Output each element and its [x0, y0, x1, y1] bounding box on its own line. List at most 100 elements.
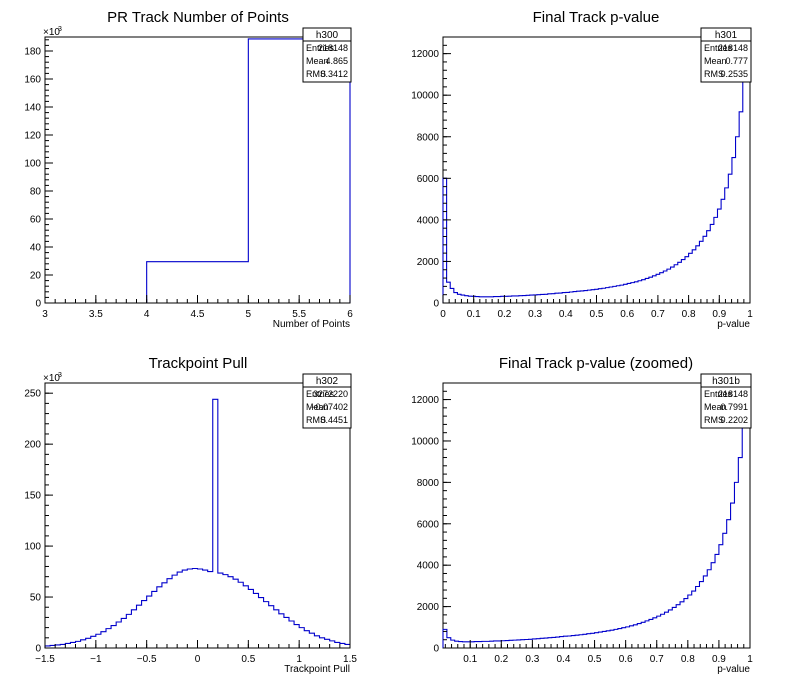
x-tick-label: 0.6 — [620, 309, 634, 320]
x-tick-label: 4.5 — [191, 309, 205, 320]
stats-box — [700, 373, 752, 429]
stats-value: 218148 — [718, 43, 748, 53]
x-tick-label: −1.5 — [35, 654, 55, 665]
histogram-series-h302 — [44, 398, 350, 648]
x-axis-label: p-value — [717, 319, 750, 330]
y-tick-label: 60 — [30, 215, 42, 226]
y-tick-label: 2000 — [417, 602, 440, 613]
y-exponent-label: ×10 — [43, 27, 60, 38]
x-tick-label: 5 — [246, 309, 252, 320]
x-tick-label: 0.4 — [559, 309, 573, 320]
y-tick-label: 250 — [24, 389, 41, 400]
x-tick-label: 0 — [195, 654, 201, 665]
x-tick-label: 0.3 — [525, 654, 539, 665]
y-tick-label: 180 — [24, 47, 41, 58]
y-tick-label: 12000 — [411, 395, 439, 406]
stats-value: 0.3412 — [320, 69, 348, 79]
x-tick-label: 0.9 — [712, 309, 726, 320]
stats-label: RMS — [306, 415, 326, 425]
chart-title: Trackpoint Pull — [149, 355, 248, 372]
y-tick-label: 80 — [30, 187, 42, 198]
x-tick-label: 0 — [440, 309, 446, 320]
x-axis-label: Trackpoint Pull — [284, 664, 350, 675]
stats-box — [700, 27, 752, 83]
x-tick-label: 0.4 — [557, 654, 571, 665]
x-axis-label: Number of Points — [273, 319, 350, 330]
y-exponent-superscript: 3 — [58, 372, 62, 379]
x-tick-label: 1 — [296, 654, 302, 665]
y-tick-label: 140 — [24, 103, 41, 114]
y-tick-label: 4000 — [417, 561, 440, 572]
x-tick-label: −1 — [90, 654, 102, 665]
y-tick-label: 10000 — [411, 91, 439, 102]
stats-label: Mean — [306, 402, 329, 412]
y-tick-label: 8000 — [417, 478, 440, 489]
y-tick-label: 8000 — [417, 132, 440, 143]
x-tick-label: 0.9 — [712, 654, 726, 665]
stats-value: −0.07402 — [310, 402, 348, 412]
y-tick-label: 160 — [24, 75, 41, 86]
x-tick-label: 0.1 — [463, 654, 477, 665]
x-tick-label: 0.6 — [619, 654, 633, 665]
stats-value: 3272220 — [313, 389, 348, 399]
stats-label: Mean — [704, 402, 727, 412]
y-tick-label: 0 — [35, 299, 41, 310]
stats-value: 0.4451 — [320, 415, 348, 425]
stats-value: 0.2202 — [720, 415, 748, 425]
x-tick-label: 0.2 — [494, 654, 508, 665]
stats-value: 0.2535 — [720, 69, 748, 79]
x-tick-label: 0.2 — [497, 309, 511, 320]
y-tick-label: 2000 — [417, 257, 440, 268]
y-exponent-superscript: 3 — [58, 26, 62, 33]
stats-value: 218148 — [718, 389, 748, 399]
stats-label: RMS — [306, 69, 326, 79]
y-tick-label: 200 — [24, 440, 41, 451]
y-tick-label: 6000 — [417, 519, 440, 530]
x-tick-label: 4 — [144, 309, 150, 320]
stats-box — [302, 373, 352, 429]
x-tick-label: −0.5 — [137, 654, 157, 665]
stats-value: 0.777 — [725, 56, 748, 66]
x-tick-label: 3.5 — [89, 309, 103, 320]
stats-name: h301 — [715, 30, 738, 41]
panel-h302: Trackpoint Pull −1.5 −1 −0.5 0 0.5 1 1.5 0 50 100 1… — [24, 355, 357, 675]
y-tick-label: 0 — [35, 644, 41, 655]
stats-value: 4.865 — [325, 56, 348, 66]
stats-label: Mean — [306, 56, 329, 66]
stats-label: Entries — [306, 389, 335, 399]
y-tick-label: 50 — [30, 593, 42, 604]
stats-name: h301b — [712, 376, 740, 387]
x-tick-label: 0.1 — [467, 309, 481, 320]
y-tick-label: 10000 — [411, 436, 439, 447]
y-tick-label: 100 — [24, 159, 41, 170]
stats-label: Mean — [704, 56, 727, 66]
y-tick-label: 4000 — [417, 215, 440, 226]
stats-value: 218148 — [318, 43, 348, 53]
stats-label: Entries — [704, 389, 733, 399]
x-tick-label: 0.8 — [682, 309, 696, 320]
y-tick-label: 150 — [24, 491, 41, 502]
chart-title: Final Track p-value — [533, 9, 660, 26]
x-tick-label: 5.5 — [292, 309, 306, 320]
stats-value: 0.7991 — [720, 402, 748, 412]
histogram-series-h300 — [146, 38, 351, 303]
x-axis-label: p-value — [717, 664, 750, 675]
y-tick-label: 12000 — [411, 49, 439, 60]
y-tick-label: 6000 — [417, 174, 440, 185]
stats-name: h302 — [316, 376, 339, 387]
x-tick-label: 1.5 — [343, 654, 357, 665]
x-tick-label: 0.7 — [650, 654, 664, 665]
histogram-series-h301 — [442, 36, 750, 303]
x-tick-label: 3 — [42, 309, 48, 320]
y-tick-label: 120 — [24, 131, 41, 142]
stats-label: RMS — [704, 415, 724, 425]
x-tick-label: 6 — [347, 309, 353, 320]
y-tick-label: 0 — [433, 644, 439, 655]
stats-label: Entries — [704, 43, 733, 53]
panel-h301b: Final Track p-value (zoomed) 0.1 0.2 0.3 0.4… — [411, 355, 753, 675]
x-tick-label: 0.5 — [590, 309, 604, 320]
x-tick-label: 0.7 — [651, 309, 665, 320]
